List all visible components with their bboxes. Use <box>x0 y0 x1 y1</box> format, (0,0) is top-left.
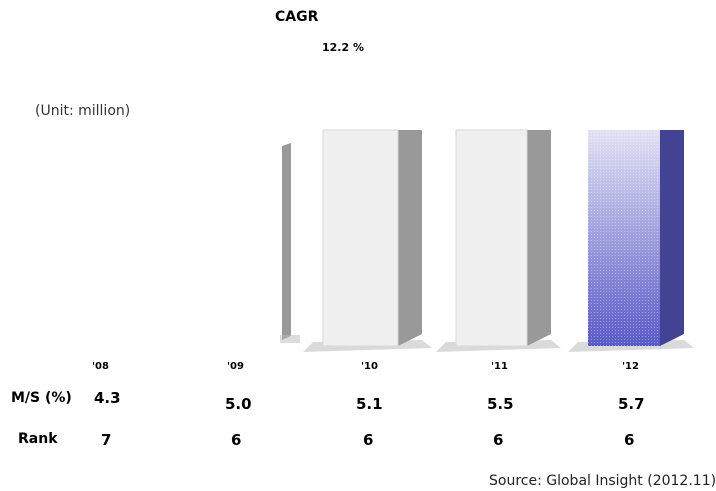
rank-value: 6 <box>624 431 635 449</box>
bar-09-shadow <box>280 335 300 343</box>
x-tick-label: '12 <box>622 361 639 372</box>
bar-side <box>660 130 684 346</box>
rank-value: 7 <box>101 431 112 449</box>
rank-value: 6 <box>231 431 242 449</box>
ms-value: 5.5 <box>487 395 514 413</box>
bar-texture <box>588 130 660 346</box>
cagr-value: 12.2 % <box>322 41 364 54</box>
ms-row-label: M/S (%) <box>11 390 72 406</box>
bar-side <box>527 130 551 346</box>
x-tick-label: '08 <box>92 361 109 372</box>
ms-value: 4.3 <box>94 389 121 407</box>
bar-side <box>398 130 422 346</box>
x-tick-label: '09 <box>227 361 244 372</box>
bar <box>455 129 528 347</box>
unit-label: (Unit: million) <box>35 103 131 119</box>
bar <box>322 129 399 347</box>
ms-value: 5.7 <box>618 395 645 413</box>
cagr-label: CAGR <box>275 9 319 25</box>
source-note: Source: Global Insight (2012.11) <box>489 473 716 489</box>
bar-chart <box>280 129 694 352</box>
bar-09-side <box>282 143 291 340</box>
rank-value: 6 <box>493 431 504 449</box>
rank-row-label: Rank <box>18 431 58 447</box>
rank-value: 6 <box>363 431 374 449</box>
x-tick-label: '11 <box>491 361 508 372</box>
ms-value: 5.0 <box>225 395 252 413</box>
x-tick-label: '10 <box>361 361 378 372</box>
ms-value: 5.1 <box>356 395 383 413</box>
